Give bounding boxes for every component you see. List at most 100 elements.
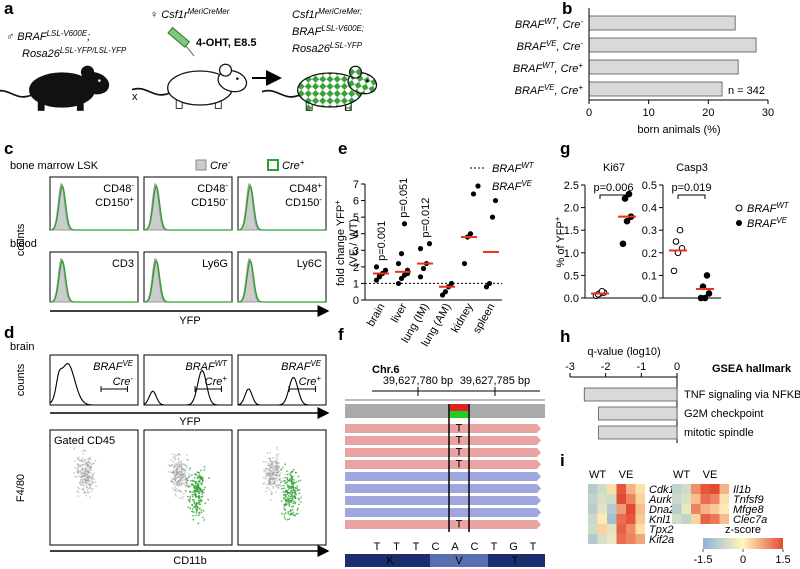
event-dot [182, 473, 185, 476]
event-dot [189, 490, 192, 493]
superscript: LSL-YFP [330, 41, 363, 50]
event-dot [269, 475, 272, 478]
superscript: - [131, 181, 134, 190]
plot-title: Casp3 [676, 162, 708, 174]
event-dot [77, 467, 80, 470]
event-dot [288, 491, 291, 494]
event-dot [191, 503, 194, 506]
event-dot [203, 469, 206, 471]
event-dot [189, 497, 192, 500]
axis-label: born animals (%) [637, 124, 720, 136]
y-tick-label: 0.0 [642, 293, 657, 305]
histogram-cre-pos [49, 184, 138, 231]
sequence-base: T [491, 541, 498, 553]
event-dot [176, 489, 179, 492]
amino-acid: K [386, 555, 394, 567]
event-dot [173, 481, 175, 484]
event-dot [291, 508, 294, 511]
event-dot [201, 479, 204, 482]
event-dot [177, 464, 180, 466]
event-dot [77, 472, 80, 475]
marker-label: Ly6C [297, 258, 322, 270]
event-dot [193, 506, 195, 508]
event-dot [201, 493, 204, 495]
heatmap-cell [616, 514, 626, 524]
event-dot [179, 467, 182, 470]
gene-label: Clec7a [733, 514, 767, 526]
event-dot [300, 496, 303, 499]
event-dot [201, 481, 204, 483]
event-dot [282, 490, 285, 493]
axis-label: (VE / WT) [348, 219, 360, 267]
event-dot [85, 471, 88, 473]
genotype-label: BRAFVE [93, 359, 134, 373]
syringe-needle [185, 45, 195, 57]
event-dot [180, 475, 183, 477]
data-point [373, 264, 380, 270]
text-part: BRAF [513, 63, 544, 75]
data-point [623, 217, 631, 225]
text-part: BRAF [292, 26, 323, 38]
text-part: CD48 [197, 183, 225, 195]
event-dot [89, 487, 92, 490]
colorbar-tick-label: -1.5 [694, 554, 713, 566]
event-dot [266, 464, 269, 467]
event-dot [181, 476, 184, 479]
event-dot [175, 471, 178, 474]
event-dot [289, 487, 291, 490]
event-dot [292, 468, 295, 471]
x-tick-label: -3 [565, 361, 575, 373]
event-dot [188, 500, 191, 503]
gene-label: Dna2 [649, 504, 675, 516]
heatmap-cell [616, 494, 626, 504]
superscript: WT [521, 161, 534, 170]
mouse-eye [236, 77, 239, 80]
event-dot [289, 485, 292, 488]
event-dot [83, 474, 86, 477]
y-tick-label: 7 [353, 179, 359, 191]
event-dot [202, 491, 205, 494]
y-tick-label: 0.5 [564, 270, 579, 282]
event-dot [81, 450, 84, 453]
event-dot [269, 469, 272, 472]
row-title: brain [10, 341, 34, 353]
event-dot [268, 483, 271, 486]
event-dot [85, 461, 88, 464]
superscript: + [129, 195, 134, 204]
event-dot [82, 460, 84, 463]
event-dot [197, 475, 200, 478]
event-dot [296, 485, 299, 488]
event-dot [299, 479, 302, 482]
event-dot [203, 466, 206, 468]
event-dot [178, 497, 181, 499]
event-dot [269, 452, 272, 454]
event-dot [200, 509, 203, 512]
data-point [619, 240, 627, 248]
event-dot [283, 479, 285, 482]
event-dot [292, 481, 295, 484]
event-dot [180, 484, 182, 487]
annotation: n = 342 [728, 85, 765, 97]
heatmap-cell [597, 504, 607, 514]
heatmap-cell [700, 494, 710, 504]
event-dot [89, 481, 92, 483]
event-dot [286, 493, 289, 495]
event-dot [91, 487, 94, 490]
gene-label: Aurka [648, 494, 678, 506]
position-label: 39,627,780 bp [383, 375, 453, 387]
event-dot [265, 472, 268, 475]
superscript: MeriCreMer; [318, 7, 362, 16]
x-tick-label: 10 [643, 107, 655, 119]
data-point [448, 280, 455, 287]
heatmap-cell [626, 484, 636, 494]
event-dot [178, 476, 181, 479]
event-dot [174, 494, 177, 497]
y-tick-label: 3 [353, 245, 359, 257]
event-dot [193, 500, 195, 503]
colorbar-title: z-score [725, 524, 761, 536]
marker-label: CD150- [191, 195, 228, 209]
event-dot [85, 483, 87, 486]
coverage [345, 404, 545, 418]
event-dot [81, 469, 84, 472]
y-tick-label: 2.5 [564, 180, 579, 192]
